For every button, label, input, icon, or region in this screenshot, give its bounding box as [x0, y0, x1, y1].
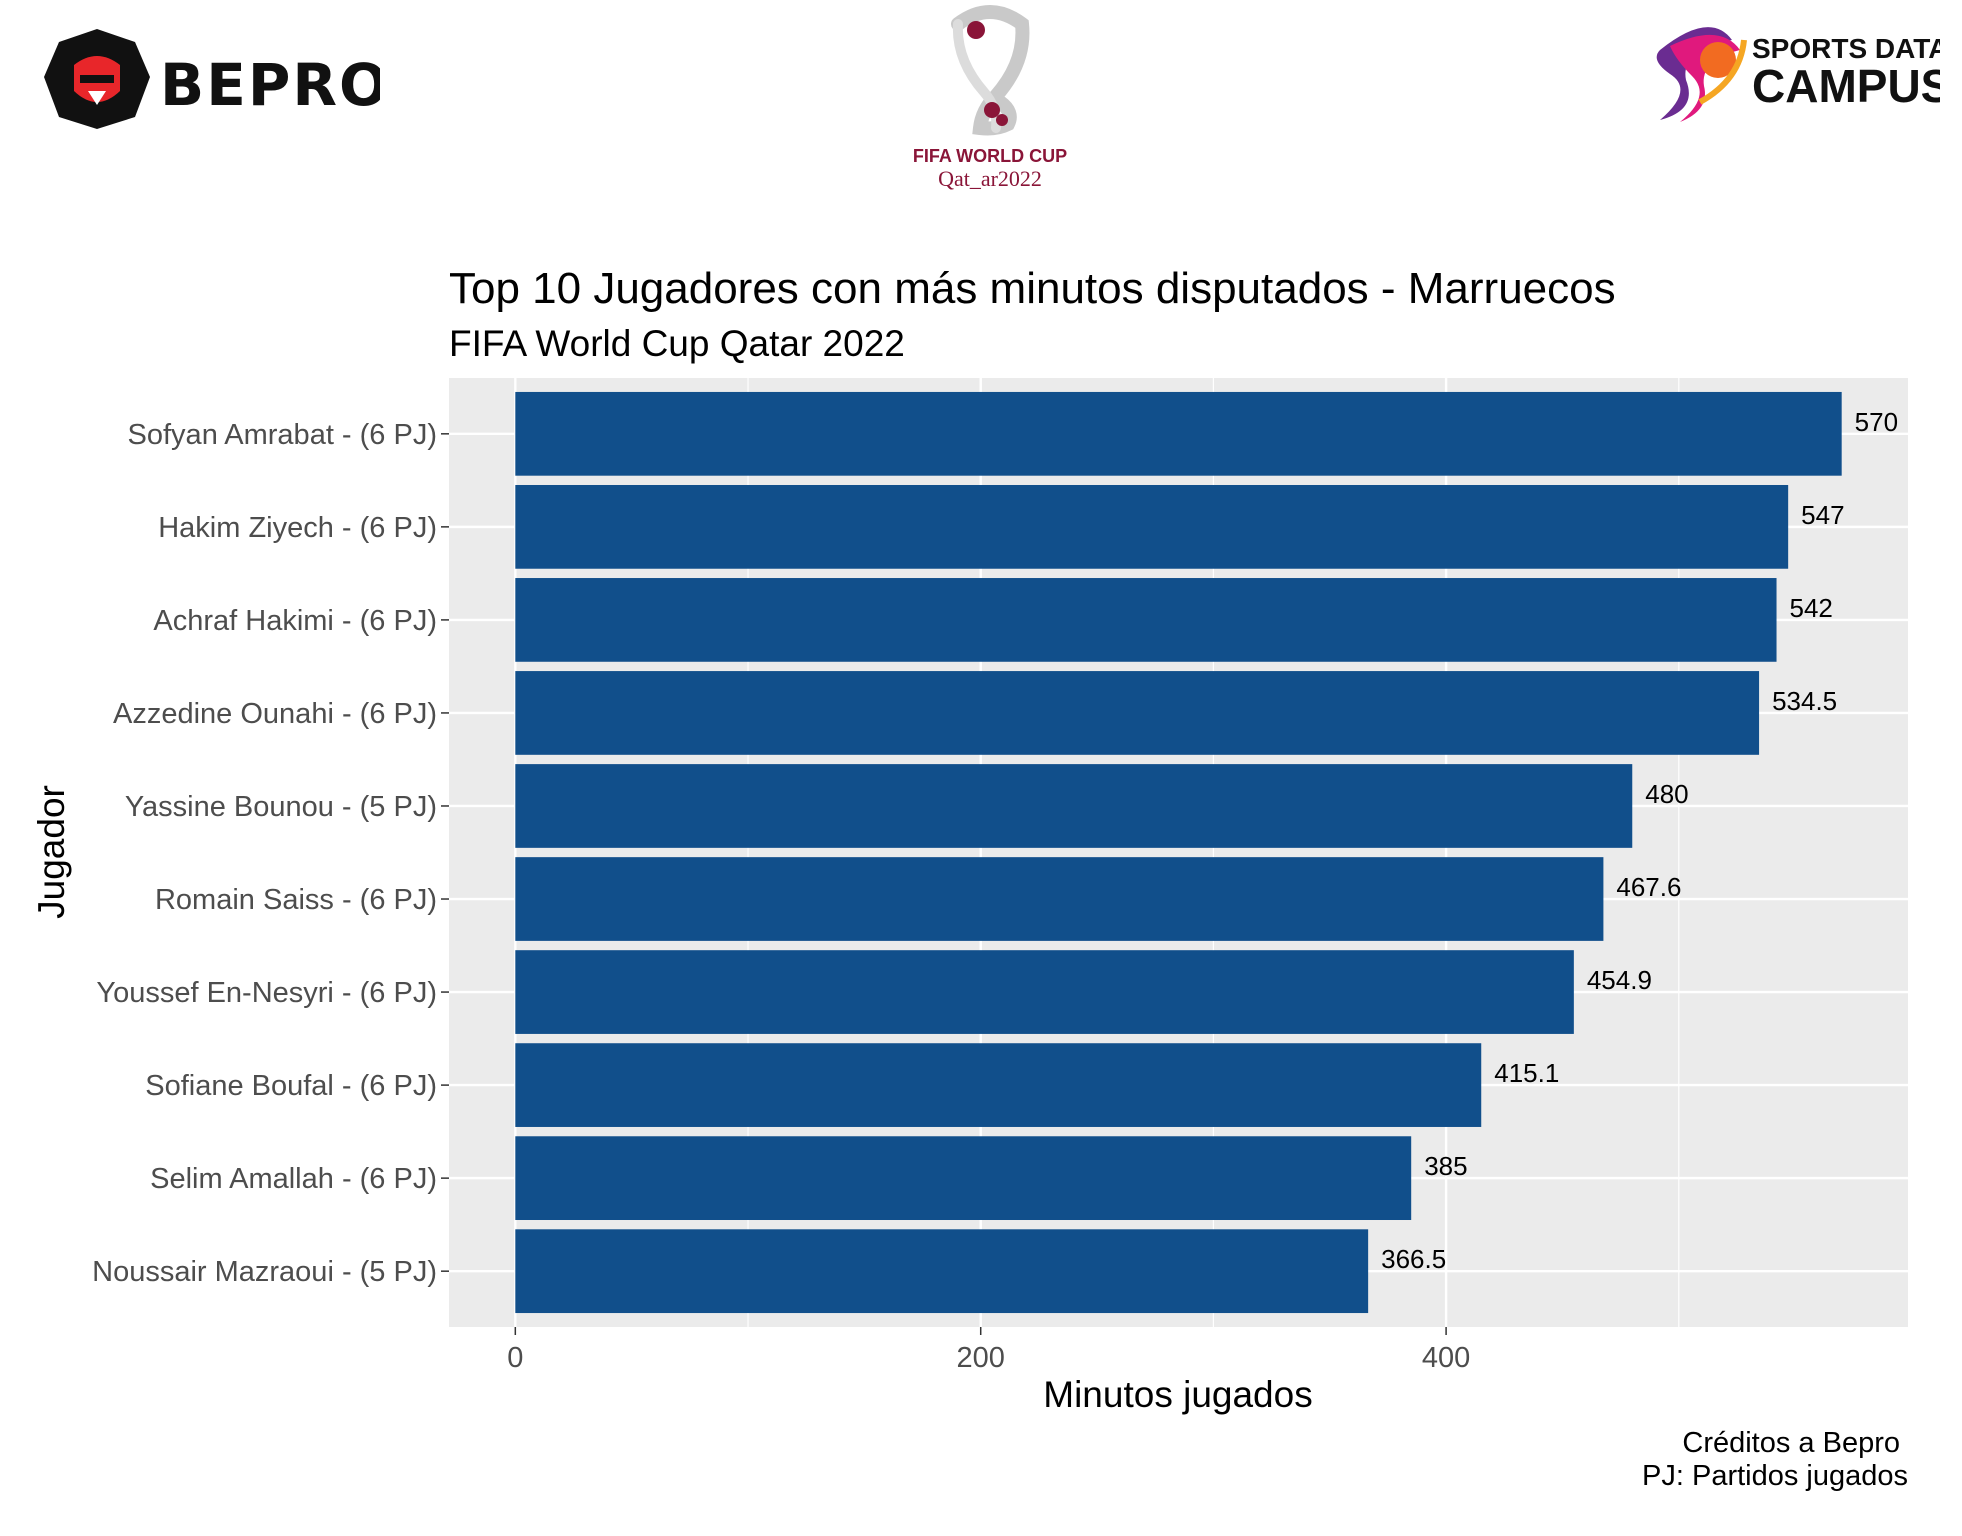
caption-line-1: Créditos a Bepro — [1682, 1427, 1900, 1459]
bar — [515, 1229, 1369, 1314]
sports-data-campus-swirl-icon — [1656, 27, 1747, 122]
bar — [515, 857, 1604, 941]
x-tick-label: 200 — [957, 1342, 1005, 1374]
y-tick-label: Yassine Bounou - (5 PJ) — [125, 791, 437, 823]
fifa-emblem-icon — [951, 5, 1030, 136]
bar — [515, 578, 1777, 662]
value-labels: 570 547 542 534.5 480 467.6 454.9 415.1 385 366.5 — [1381, 407, 1898, 1274]
bepro-logo: BEPRO — [44, 29, 380, 129]
y-axis-title: Jugador — [31, 785, 72, 919]
bar — [515, 950, 1574, 1034]
bar-value-label: 415.1 — [1494, 1058, 1559, 1088]
bars — [515, 391, 1842, 1314]
y-tick-label: Noussair Mazraoui - (5 PJ) — [92, 1256, 437, 1288]
lion-icon — [74, 56, 120, 105]
bar-value-label: 480 — [1645, 779, 1688, 809]
bar — [515, 764, 1633, 848]
y-tick-label: Selim Amallah - (6 PJ) — [150, 1163, 437, 1195]
bar — [515, 1136, 1412, 1221]
y-tick-label: Hakim Ziyech - (6 PJ) — [158, 512, 437, 544]
bar-value-label: 366.5 — [1381, 1244, 1446, 1274]
caption-line-2: PJ: Partidos jugados — [1642, 1460, 1908, 1492]
fifa-logo-line2: Qat_ar2022 — [938, 166, 1042, 191]
y-tick-label: Azzedine Ounahi - (6 PJ) — [113, 698, 437, 730]
fifa-world-cup-logo: FIFA WORLD CUP Qat_ar2022 — [913, 5, 1067, 191]
bar-value-label: 454.9 — [1587, 965, 1652, 995]
bar-value-label: 542 — [1790, 593, 1833, 623]
chart-subtitle: FIFA World Cup Qatar 2022 — [449, 323, 905, 364]
bar — [515, 391, 1842, 476]
sdc-logo-line2: CAMPUS — [1752, 60, 1940, 112]
bar-value-label: 547 — [1801, 500, 1844, 530]
y-tick-label: Sofiane Boufal - (6 PJ) — [145, 1070, 437, 1102]
bar — [515, 671, 1760, 755]
x-axis-title: Minutos jugados — [1043, 1374, 1312, 1415]
fifa-logo-line1: FIFA WORLD CUP — [913, 146, 1067, 166]
sdc-logo-line1: SPORTS DATA — [1752, 33, 1940, 64]
bepro-logo-text: BEPRO — [160, 51, 380, 119]
x-tick-label: 400 — [1422, 1342, 1470, 1374]
y-tick-label: Achraf Hakimi - (6 PJ) — [153, 605, 437, 637]
x-axis: 0 200 400 — [507, 1327, 1470, 1374]
y-tick-label: Sofyan Amrabat - (6 PJ) — [128, 419, 437, 451]
x-tick-label: 0 — [507, 1342, 523, 1374]
bar-value-label: 467.6 — [1616, 872, 1681, 902]
bar-value-label: 570 — [1855, 407, 1898, 437]
sports-data-campus-logo: SPORTS DATA CAMPUS — [1656, 27, 1940, 122]
bar — [515, 484, 1789, 569]
y-axis: Sofyan Amrabat - (6 PJ) Hakim Ziyech - (6… — [92, 419, 449, 1288]
chart-title: Top 10 Jugadores con más minutos disputa… — [449, 264, 1616, 313]
bar-value-label: 534.5 — [1772, 686, 1837, 716]
y-tick-label: Youssef En-Nesyri - (6 PJ) — [96, 977, 437, 1009]
bar — [515, 1043, 1482, 1127]
y-tick-label: Romain Saiss - (6 PJ) — [155, 884, 437, 916]
bar-value-label: 385 — [1424, 1151, 1467, 1181]
